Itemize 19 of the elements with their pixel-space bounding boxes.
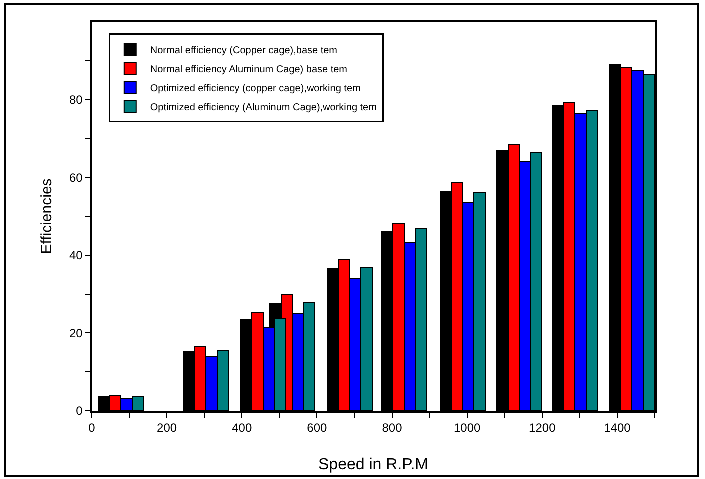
x-tick-label: 200 <box>157 421 178 436</box>
y-tick-label: 0 <box>76 404 84 418</box>
x-tick-label: 800 <box>382 421 403 436</box>
legend-label: Optimized efficiency (Aluminum Cage),working tem <box>150 102 377 114</box>
legend-label: Normal efficiency Aluminum Cage) base tem <box>150 64 348 76</box>
x-tick-label: 1400 <box>604 421 632 436</box>
y-tick-label: 20 <box>69 326 84 340</box>
legend-label: Optimized efficiency (copper cage),working tem <box>150 84 361 95</box>
x-tick-label: 600 <box>307 421 328 436</box>
x-axis-title: Speed in R.P.M <box>318 456 428 474</box>
x-tick-label: 1000 <box>454 421 481 436</box>
x-tick-label: 400 <box>232 421 252 436</box>
legend-label: Normal efficiency (Copper cage),base tem <box>150 46 338 57</box>
x-tick-label: 1200 <box>529 421 556 436</box>
y-axis-title: Efficiencies <box>38 178 56 254</box>
y-tick-label: 80 <box>69 93 84 107</box>
x-tick-label: 0 <box>88 421 96 436</box>
y-tick-label: 60 <box>69 170 84 185</box>
y-tick-label: 40 <box>69 248 84 263</box>
